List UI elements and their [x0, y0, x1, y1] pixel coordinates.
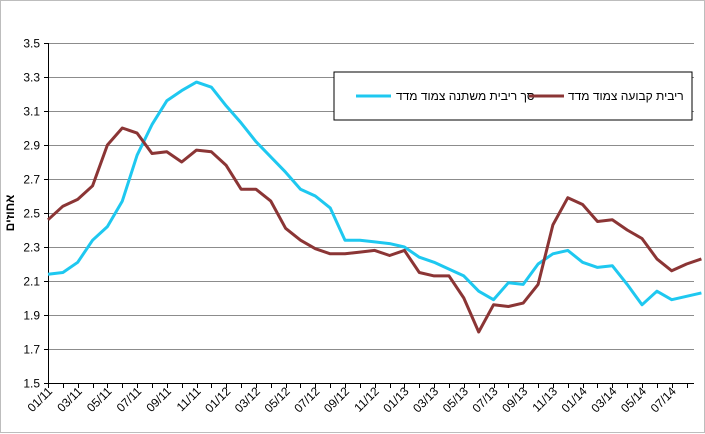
legend-box	[333, 71, 693, 121]
x-tick-label: 03/11	[54, 384, 85, 415]
x-tick-label: 11/12	[351, 384, 382, 415]
x-tick-label: 11/13	[530, 384, 561, 415]
x-tick-label: 11/11	[174, 384, 204, 414]
x-tick-label: 09/13	[499, 384, 530, 415]
y-tick-label: 2.9	[23, 139, 40, 153]
x-tick-label: 01/12	[202, 384, 233, 415]
series-line-fixed-cpi	[46, 126, 702, 334]
x-tick-label: 07/12	[291, 384, 322, 415]
series-line-variable-cpi	[47, 80, 702, 307]
y-tick-label: 2.3	[23, 241, 40, 255]
x-tick-label: 03/14	[588, 384, 619, 415]
x-tick-label: 03/12	[232, 384, 263, 415]
legend-label-variable: סך ריבית משתנה צמוד מדד	[396, 89, 535, 103]
y-tick-label: 1.9	[23, 309, 40, 323]
legend-label-fixed: ריבית קבועה צמוד מדד	[568, 89, 684, 103]
y-tick-label: 3.5	[23, 37, 40, 51]
y-tick-label: 3.1	[23, 105, 40, 119]
y-tick-label: 1.5	[23, 377, 40, 391]
x-tick-label: 05/12	[262, 384, 293, 415]
y-tick-label: 2.1	[23, 275, 40, 289]
y-tick-label: 2.7	[23, 173, 40, 187]
x-tick-label: 05/11	[84, 384, 115, 415]
x-tick-label: 03/13	[410, 384, 441, 415]
x-tick-label: 09/11	[143, 384, 174, 415]
x-tick-label: 07/11	[114, 384, 145, 415]
y-tick-label: 3.3	[23, 71, 40, 85]
x-tick-label: 01/14	[559, 384, 590, 415]
y-tick-label: 1.7	[23, 343, 40, 357]
x-tick-label: 01/13	[380, 384, 411, 415]
series-lines	[46, 80, 702, 334]
y-tick-label: 2.5	[23, 207, 40, 221]
legend: סך ריבית משתנה צמוד מדד ריבית קבועה צמוד…	[333, 71, 693, 121]
x-tick-label: 09/12	[321, 384, 352, 415]
y-axis-label: אחוזים	[3, 195, 17, 232]
x-tick-label: 05/13	[440, 384, 471, 415]
x-tick-label: 07/14	[648, 384, 679, 415]
x-tick-label: 07/13	[470, 384, 501, 415]
x-tick-label: 05/14	[618, 384, 649, 415]
